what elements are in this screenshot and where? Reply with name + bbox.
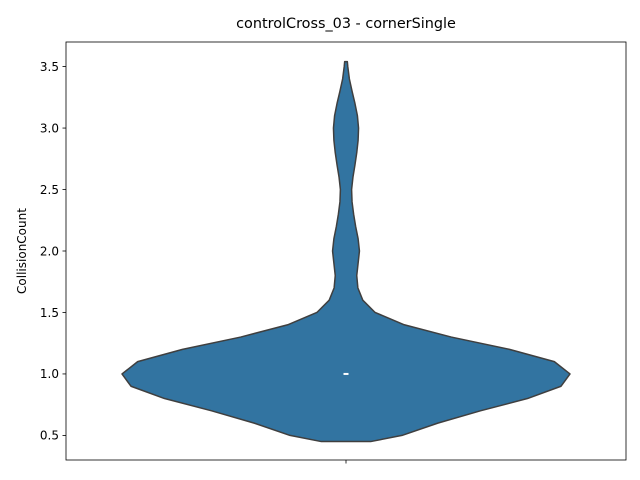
y-axis: 0.5 1.0 1.5 2.0 2.5 3.0 3.5 bbox=[40, 60, 66, 443]
chart-title: controlCross_03 - cornerSingle bbox=[236, 16, 456, 32]
y-tick-label: 3.0 bbox=[40, 121, 59, 135]
median-marker bbox=[343, 372, 349, 375]
y-tick-label: 2.5 bbox=[40, 183, 59, 197]
y-axis-label: CollisionCount bbox=[15, 208, 29, 294]
violin-body bbox=[121, 60, 571, 443]
y-tick-label: 1.5 bbox=[40, 306, 59, 320]
plot-area bbox=[121, 60, 571, 443]
y-tick-label: 1.0 bbox=[40, 367, 59, 381]
y-tick-label: 0.5 bbox=[40, 429, 59, 443]
y-tick-label: 2.0 bbox=[40, 244, 59, 258]
y-tick-label: 3.5 bbox=[40, 60, 59, 74]
